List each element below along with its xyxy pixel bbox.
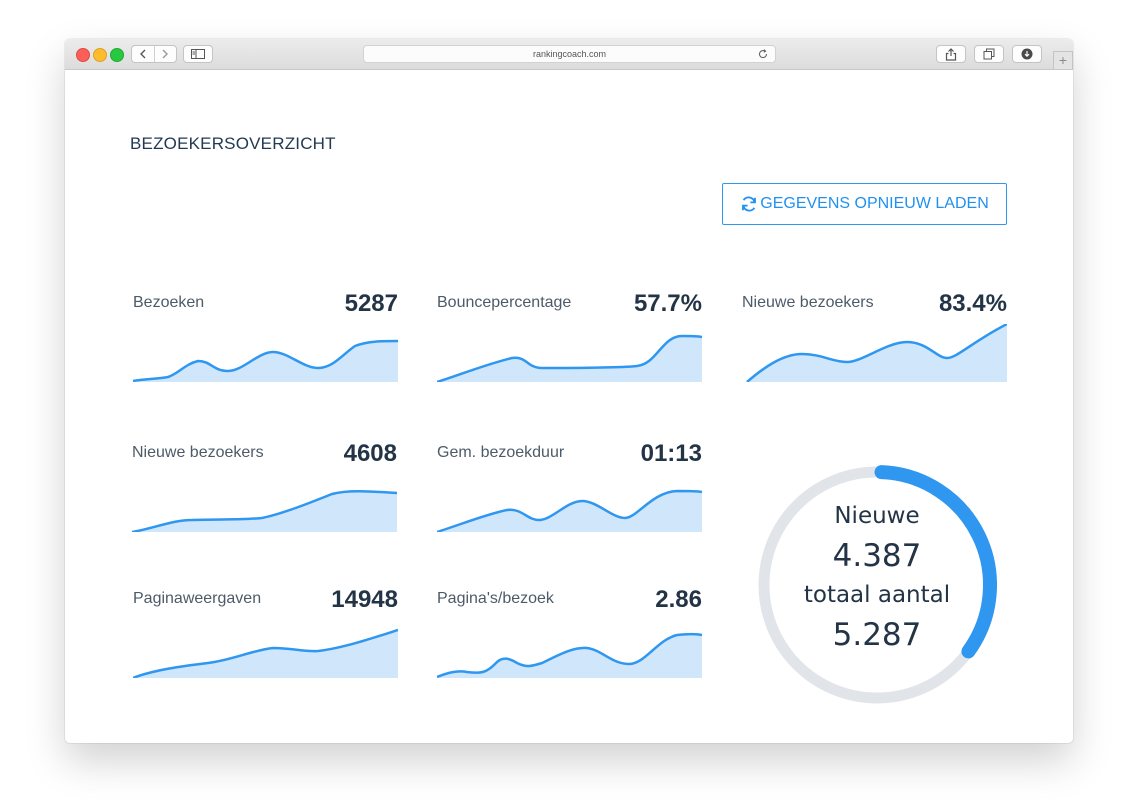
refresh-icon: [742, 196, 757, 212]
new-tab-button[interactable]: +: [1053, 51, 1073, 69]
reload-data-button[interactable]: GEGEVENS OPNIEUW LADEN: [722, 183, 1007, 225]
donut-label-new: Nieuwe: [834, 503, 920, 529]
metric-label: Paginaweergaven: [133, 590, 262, 607]
download-icon: [1021, 48, 1033, 60]
zoom-window-button[interactable]: [110, 48, 124, 62]
sparkline-chart: [133, 339, 398, 382]
metric-label: Nieuwe bezoekers: [742, 294, 874, 311]
minimize-window-button[interactable]: [93, 48, 107, 62]
chevron-right-icon: [162, 49, 169, 59]
browser-toolbar: rankingcoach.com +: [65, 39, 1073, 70]
sparkline-chart: [437, 489, 702, 532]
nav-buttons: [131, 45, 177, 63]
metric-value: 14948: [331, 586, 398, 613]
sparkline-chart: [437, 334, 702, 382]
metric-pages-per-visit: Pagina's/bezoek 2.86: [437, 586, 702, 690]
chevron-left-icon: [139, 49, 146, 59]
sparkline-chart: [132, 490, 397, 532]
metric-new-visitors-percent: Nieuwe bezoekers 83.4%: [742, 290, 1007, 394]
reload-data-label: GEGEVENS OPNIEUW LADEN: [760, 195, 989, 212]
metric-new-visitors: Nieuwe bezoekers 4608: [132, 440, 397, 544]
metric-value: 5287: [344, 290, 398, 317]
forward-button[interactable]: [153, 46, 177, 62]
page-title: BEZOEKERSOVERZICHT: [130, 134, 336, 153]
metric-label: Nieuwe bezoekers: [132, 444, 264, 461]
donut-progress-arc: [874, 465, 997, 659]
new-visitors-donut: Nieuwe 4.387 totaal aantal 5.287: [757, 465, 997, 705]
page-content: BEZOEKERSOVERZICHT GEGEVENS OPNIEUW LADE…: [65, 70, 1073, 743]
metric-visits: Bezoeken 5287: [133, 290, 398, 394]
donut-label-total: totaal aantal: [803, 582, 951, 608]
show-tabs-button[interactable]: [974, 45, 1004, 63]
share-button[interactable]: [936, 45, 966, 63]
donut-value-total: 5.287: [832, 617, 922, 653]
browser-window: rankingcoach.com + BEZOEKERSOVERZICHT GE…: [65, 39, 1073, 743]
metric-value: 01:13: [640, 440, 702, 467]
downloads-button[interactable]: [1012, 45, 1042, 63]
reload-page-icon[interactable]: [757, 48, 769, 60]
metric-value: 57.7%: [633, 290, 702, 317]
donut-value-new: 4.387: [832, 538, 922, 574]
close-window-button[interactable]: [76, 48, 90, 62]
donut-chart: [758, 465, 997, 704]
metric-label: Bezoeken: [133, 294, 205, 311]
share-icon: [945, 47, 957, 61]
metric-label: Gem. bezoekduur: [437, 444, 565, 461]
metric-value: 4608: [343, 440, 397, 467]
sidebar-icon: [191, 49, 205, 59]
metric-value: 2.86: [655, 586, 702, 613]
sparkline-chart: [133, 628, 398, 678]
tabs-icon: [983, 48, 995, 60]
sparkline-chart: [746, 324, 1007, 382]
address-bar[interactable]: rankingcoach.com: [363, 45, 776, 63]
sidebar-toggle-button[interactable]: [183, 45, 213, 63]
url-text: rankingcoach.com: [532, 49, 607, 59]
back-button[interactable]: [132, 46, 154, 62]
metric-label: Bouncepercentage: [437, 294, 572, 311]
sparkline-chart: [437, 633, 702, 678]
metric-value: 83.4%: [938, 290, 1007, 317]
metric-bounce-rate: Bouncepercentage 57.7%: [437, 290, 702, 394]
metric-pageviews: Paginaweergaven 14948: [133, 586, 398, 690]
metric-avg-visit-duration: Gem. bezoekduur 01:13: [437, 440, 702, 544]
metric-label: Pagina's/bezoek: [437, 590, 554, 607]
